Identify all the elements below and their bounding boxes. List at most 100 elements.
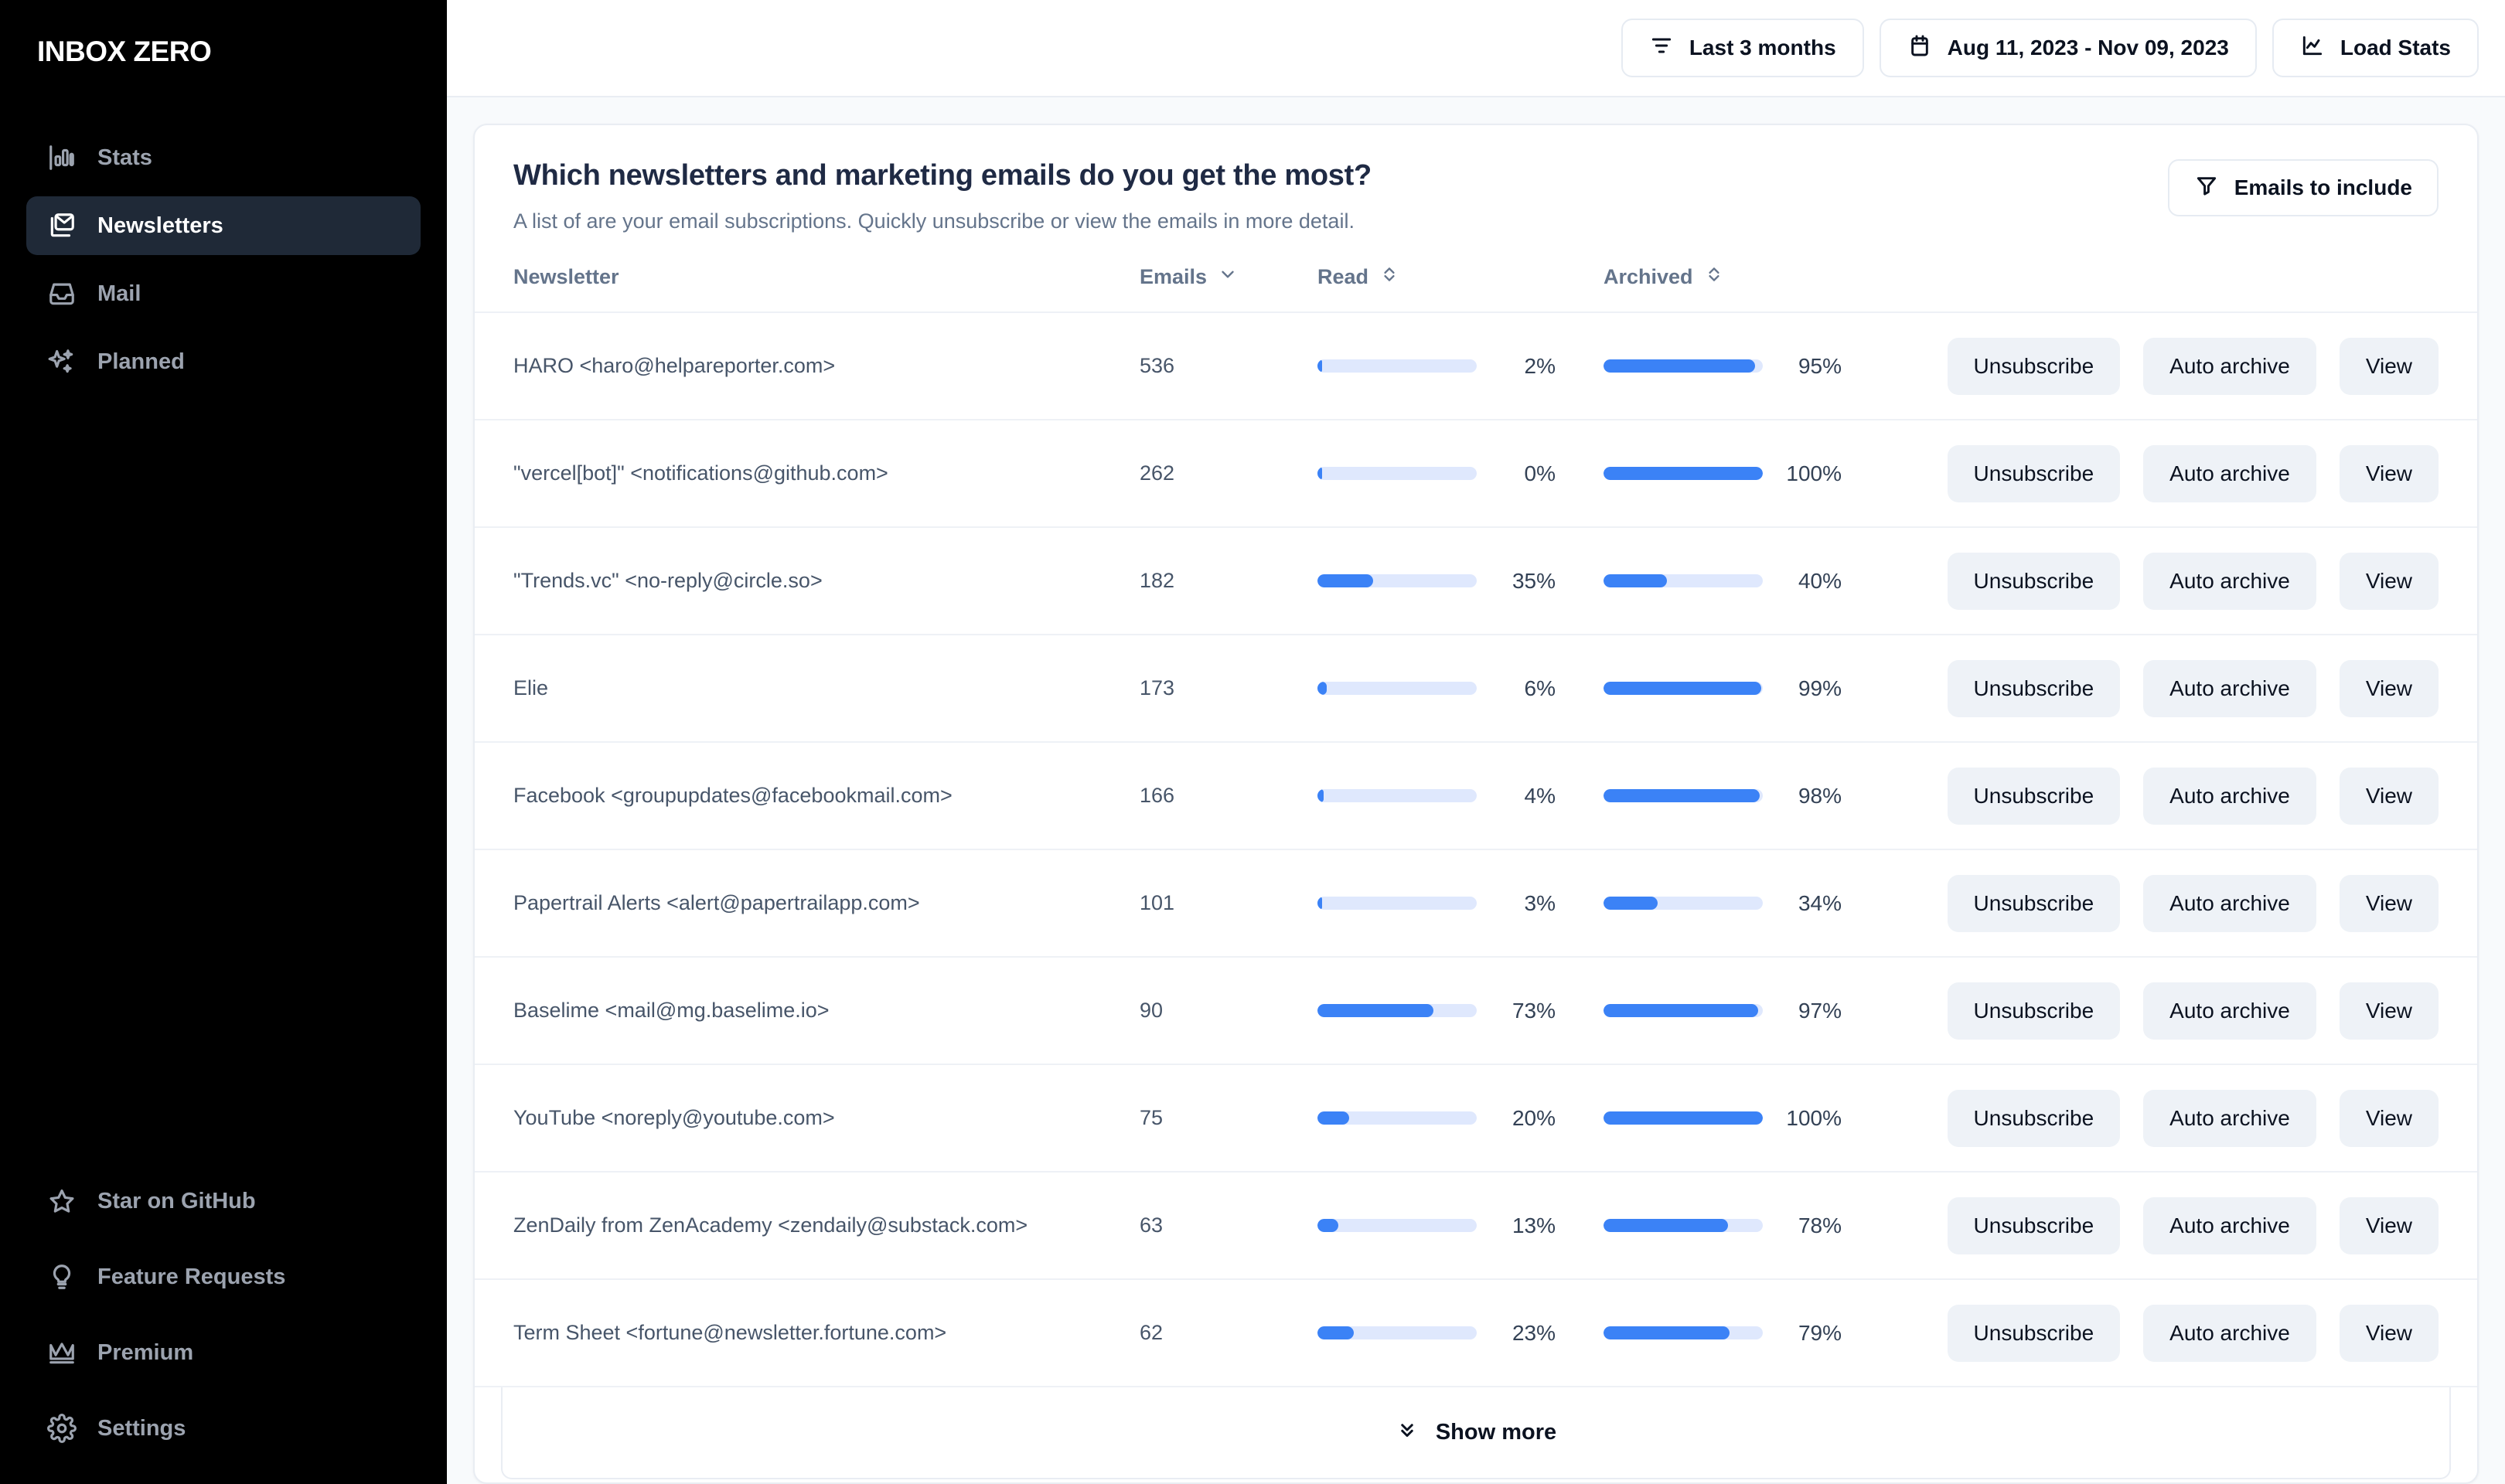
view-button[interactable]: View xyxy=(2339,982,2439,1040)
auto-archive-button[interactable]: Auto archive xyxy=(2143,444,2316,502)
sidebar-item-star-on-github[interactable]: Star on GitHub xyxy=(26,1172,421,1230)
sidebar-secondary-nav: Star on GitHub Feature Requests Premium … xyxy=(0,1172,447,1458)
auto-archive-button[interactable]: Auto archive xyxy=(2143,337,2316,395)
column-label: Read xyxy=(1317,265,1369,288)
period-selector-button[interactable]: Last 3 months xyxy=(1621,19,1864,77)
line-chart-icon xyxy=(2300,33,2325,63)
auto-archive-button[interactable]: Auto archive xyxy=(2143,1089,2316,1147)
unsubscribe-button[interactable]: Unsubscribe xyxy=(1947,1089,2121,1147)
archived-progress-bar xyxy=(1604,1111,1763,1125)
page-title: Which newsletters and marketing emails d… xyxy=(513,159,1372,192)
archived-progress-bar xyxy=(1604,789,1763,802)
column-label: Newsletter xyxy=(513,265,619,288)
unsubscribe-button[interactable]: Unsubscribe xyxy=(1947,337,2121,395)
newsletters-card: Which newsletters and marketing emails d… xyxy=(473,124,2479,1484)
cell-archived: 97% xyxy=(1604,956,1890,1064)
auto-archive-button[interactable]: Auto archive xyxy=(2143,552,2316,610)
cell-emails: 75 xyxy=(1140,1064,1317,1172)
cell-actions: Unsubscribe Auto archive View xyxy=(1890,311,2477,420)
view-button[interactable]: View xyxy=(2339,1089,2439,1147)
cell-archived: 78% xyxy=(1604,1171,1890,1279)
unsubscribe-button[interactable]: Unsubscribe xyxy=(1947,982,2121,1040)
cell-archived: 100% xyxy=(1604,1064,1890,1172)
unsubscribe-button[interactable]: Unsubscribe xyxy=(1947,1196,2121,1254)
sidebar-item-premium[interactable]: Premium xyxy=(26,1323,421,1382)
unsubscribe-button[interactable]: Unsubscribe xyxy=(1947,1304,2121,1362)
sparkles-icon xyxy=(46,346,77,377)
archived-progress-bar xyxy=(1604,1326,1763,1339)
load-stats-label: Load Stats xyxy=(2340,36,2451,60)
cell-archived: 98% xyxy=(1604,741,1890,849)
table-row: Term Sheet <fortune@newsletter.fortune.c… xyxy=(475,1278,2477,1387)
column-header-archived[interactable]: Archived xyxy=(1604,257,1890,312)
view-button[interactable]: View xyxy=(2339,1304,2439,1362)
table-footer: Show more xyxy=(475,1386,2477,1479)
view-button[interactable]: View xyxy=(2339,552,2439,610)
auto-archive-button[interactable]: Auto archive xyxy=(2143,767,2316,825)
cell-actions: Unsubscribe Auto archive View xyxy=(1890,419,2477,527)
cell-emails: 101 xyxy=(1140,849,1317,957)
table-row: Elie 173 6% 99% Unsubscribe Auto archive View xyxy=(475,634,2477,742)
column-header-emails[interactable]: Emails xyxy=(1140,257,1317,312)
read-percent-label: 35% xyxy=(1512,568,1556,593)
view-button[interactable]: View xyxy=(2339,767,2439,825)
page-subtitle: A list of are your email subscriptions. … xyxy=(513,209,1355,233)
show-more-cell: Show more xyxy=(475,1386,2477,1479)
cell-read: 35% xyxy=(1317,526,1604,635)
sidebar-item-label: Settings xyxy=(97,1415,186,1441)
emails-to-include-button[interactable]: Emails to include xyxy=(2167,159,2439,216)
unsubscribe-button[interactable]: Unsubscribe xyxy=(1947,874,2121,932)
cell-newsletter: "Trends.vc" <no-reply@circle.so> xyxy=(475,526,1140,635)
cell-newsletter: ZenDaily from ZenAcademy <zendaily@subst… xyxy=(475,1171,1140,1279)
emails-to-include-label: Emails to include xyxy=(2234,175,2412,199)
view-button[interactable]: View xyxy=(2339,659,2439,717)
filter-lines-icon xyxy=(1649,33,1674,63)
sidebar-item-mail[interactable]: Mail xyxy=(26,264,421,323)
archived-percent-label: 40% xyxy=(1798,568,1842,593)
sidebar-item-planned[interactable]: Planned xyxy=(26,332,421,391)
cell-actions: Unsubscribe Auto archive View xyxy=(1890,1278,2477,1387)
sidebar-item-label: Star on GitHub xyxy=(97,1188,256,1213)
sidebar-item-stats[interactable]: Stats xyxy=(26,128,421,187)
sidebar-item-feature-requests[interactable]: Feature Requests xyxy=(26,1247,421,1306)
cell-actions: Unsubscribe Auto archive View xyxy=(1890,1171,2477,1279)
sidebar-item-settings[interactable]: Settings xyxy=(26,1399,421,1458)
unsubscribe-button[interactable]: Unsubscribe xyxy=(1947,552,2121,610)
auto-archive-button[interactable]: Auto archive xyxy=(2143,659,2316,717)
load-stats-button[interactable]: Load Stats xyxy=(2272,19,2479,77)
table-header: Newsletter Emails Read xyxy=(475,257,2477,312)
auto-archive-button[interactable]: Auto archive xyxy=(2143,982,2316,1040)
column-header-read[interactable]: Read xyxy=(1317,257,1604,312)
sidebar-item-newsletters[interactable]: Newsletters xyxy=(26,196,421,255)
show-more-button[interactable]: Show more xyxy=(501,1387,2451,1479)
view-button[interactable]: View xyxy=(2339,337,2439,395)
cell-emails: 262 xyxy=(1140,419,1317,527)
view-button[interactable]: View xyxy=(2339,874,2439,932)
cell-actions: Unsubscribe Auto archive View xyxy=(1890,956,2477,1064)
brand-logo: INBOX ZERO xyxy=(37,36,212,67)
table-row: Papertrail Alerts <alert@papertrailapp.c… xyxy=(475,849,2477,957)
date-range-button[interactable]: Aug 11, 2023 - Nov 09, 2023 xyxy=(1879,19,2257,77)
unsubscribe-button[interactable]: Unsubscribe xyxy=(1947,659,2121,717)
archived-progress-bar xyxy=(1604,897,1763,910)
unsubscribe-button[interactable]: Unsubscribe xyxy=(1947,444,2121,502)
column-header-actions xyxy=(1890,257,2477,312)
auto-archive-button[interactable]: Auto archive xyxy=(2143,874,2316,932)
read-percent-label: 3% xyxy=(1524,890,1556,915)
cell-emails: 63 xyxy=(1140,1171,1317,1279)
sidebar-primary-nav: Stats Newsletters Mail Planned xyxy=(0,128,447,400)
read-percent-label: 0% xyxy=(1524,461,1556,485)
read-progress-bar xyxy=(1317,1111,1477,1125)
unsubscribe-button[interactable]: Unsubscribe xyxy=(1947,767,2121,825)
view-button[interactable]: View xyxy=(2339,1196,2439,1254)
column-header-newsletter: Newsletter xyxy=(475,257,1140,312)
read-progress-bar xyxy=(1317,1219,1477,1232)
auto-archive-button[interactable]: Auto archive xyxy=(2143,1196,2316,1254)
gear-icon xyxy=(46,1413,77,1444)
cell-read: 4% xyxy=(1317,741,1604,849)
cell-newsletter: Papertrail Alerts <alert@papertrailapp.c… xyxy=(475,849,1140,957)
view-button[interactable]: View xyxy=(2339,444,2439,502)
sort-updown-icon xyxy=(1704,264,1724,290)
auto-archive-button[interactable]: Auto archive xyxy=(2143,1304,2316,1362)
star-icon xyxy=(46,1186,77,1217)
